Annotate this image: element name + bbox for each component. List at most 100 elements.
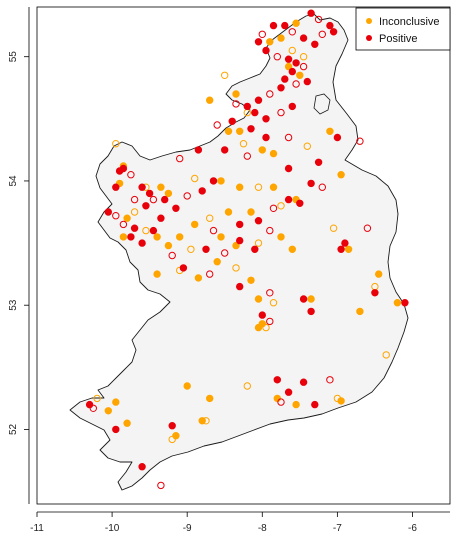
point-inconclusive [232, 264, 240, 272]
point-inconclusive [292, 400, 300, 409]
point-positive [356, 137, 364, 145]
legend-label-inconclusive: Inconclusive [379, 16, 440, 28]
point-positive [168, 251, 176, 260]
point-inconclusive [393, 299, 402, 307]
coastline [69, 13, 409, 491]
point-inconclusive [299, 53, 308, 61]
point-positive [284, 388, 293, 396]
point-positive [314, 15, 323, 24]
y-tick-label: 54 [8, 175, 19, 187]
points-layer [85, 9, 409, 490]
point-positive [206, 270, 214, 278]
point-positive [251, 108, 259, 117]
point-positive [115, 167, 124, 175]
legend-label-positive: Positive [379, 33, 418, 45]
point-inconclusive [93, 394, 101, 403]
point-positive [138, 239, 146, 247]
point-positive [130, 195, 139, 204]
point-positive [299, 378, 308, 386]
point-positive [371, 289, 379, 297]
point-positive [202, 245, 210, 254]
point-positive [262, 115, 270, 123]
point-positive [157, 214, 165, 222]
point-inconclusive [273, 394, 281, 403]
point-positive [299, 34, 308, 42]
point-positive [142, 202, 150, 210]
point-positive [89, 404, 98, 412]
point-positive [273, 376, 281, 384]
point-inconclusive [307, 295, 315, 303]
point-positive [281, 75, 289, 83]
point-inconclusive [130, 208, 139, 216]
point-positive [329, 28, 338, 36]
ireland-landmass [69, 13, 409, 491]
point-inconclusive [236, 127, 244, 136]
point-positive [209, 226, 218, 235]
point-inconclusive [112, 140, 120, 148]
point-positive [243, 152, 252, 160]
point-positive [138, 463, 146, 471]
point-positive [311, 40, 319, 48]
point-positive [266, 90, 274, 98]
point-inconclusive [236, 183, 244, 191]
point-positive [303, 77, 311, 86]
point-inconclusive [239, 140, 248, 148]
point-positive [104, 208, 113, 216]
point-positive [179, 264, 188, 272]
point-positive [401, 299, 409, 307]
point-inconclusive [164, 241, 173, 250]
point-inconclusive [104, 407, 113, 415]
point-inconclusive [303, 142, 311, 150]
point-positive [194, 146, 203, 154]
point-inconclusive [164, 189, 173, 198]
x-tick-label: -11 [30, 523, 44, 534]
point-positive [119, 220, 128, 229]
point-inconclusive [157, 183, 165, 191]
point-positive [258, 30, 266, 38]
point-inconclusive [168, 435, 176, 444]
point-inconclusive [284, 62, 293, 71]
x-tick-label: -6 [408, 523, 417, 534]
point-positive [183, 192, 191, 200]
point-inconclusive [266, 38, 274, 46]
point-inconclusive [269, 183, 278, 191]
point-positive [176, 154, 184, 163]
point-inconclusive [191, 220, 199, 229]
point-positive [326, 21, 334, 30]
point-inconclusive [337, 171, 345, 179]
legend-box [355, 7, 451, 51]
point-positive [314, 158, 323, 167]
point-positive [251, 245, 259, 254]
point-positive [292, 80, 300, 88]
point-positive [318, 30, 326, 38]
point-inconclusive [183, 382, 191, 390]
point-positive [277, 84, 285, 92]
x-ticks: -11 -10 -9 -8 -7 -6 [30, 512, 417, 534]
point-positive [307, 307, 315, 316]
point-positive [254, 38, 263, 46]
point-inconclusive [213, 258, 221, 266]
point-positive [213, 121, 221, 129]
point-inconclusive [277, 34, 285, 42]
point-inconclusive [258, 146, 266, 154]
point-positive [269, 204, 278, 213]
point-positive [266, 226, 274, 235]
point-positive [236, 220, 244, 229]
point-positive [292, 59, 300, 67]
point-inconclusive [262, 323, 270, 332]
legend-marker-inconclusive [366, 18, 372, 24]
point-inconclusive [277, 202, 285, 210]
point-positive [288, 67, 296, 76]
x-tick-label: -10 [105, 523, 120, 534]
point-positive [262, 46, 270, 55]
point-positive [138, 183, 146, 191]
point-positive [341, 239, 349, 247]
point-positive [262, 133, 270, 142]
point-positive [112, 183, 120, 191]
point-inconclusive [187, 245, 195, 254]
point-positive [281, 21, 289, 30]
point-inconclusive [119, 233, 128, 241]
x-tick-label: -9 [183, 523, 192, 534]
point-positive [243, 102, 252, 111]
